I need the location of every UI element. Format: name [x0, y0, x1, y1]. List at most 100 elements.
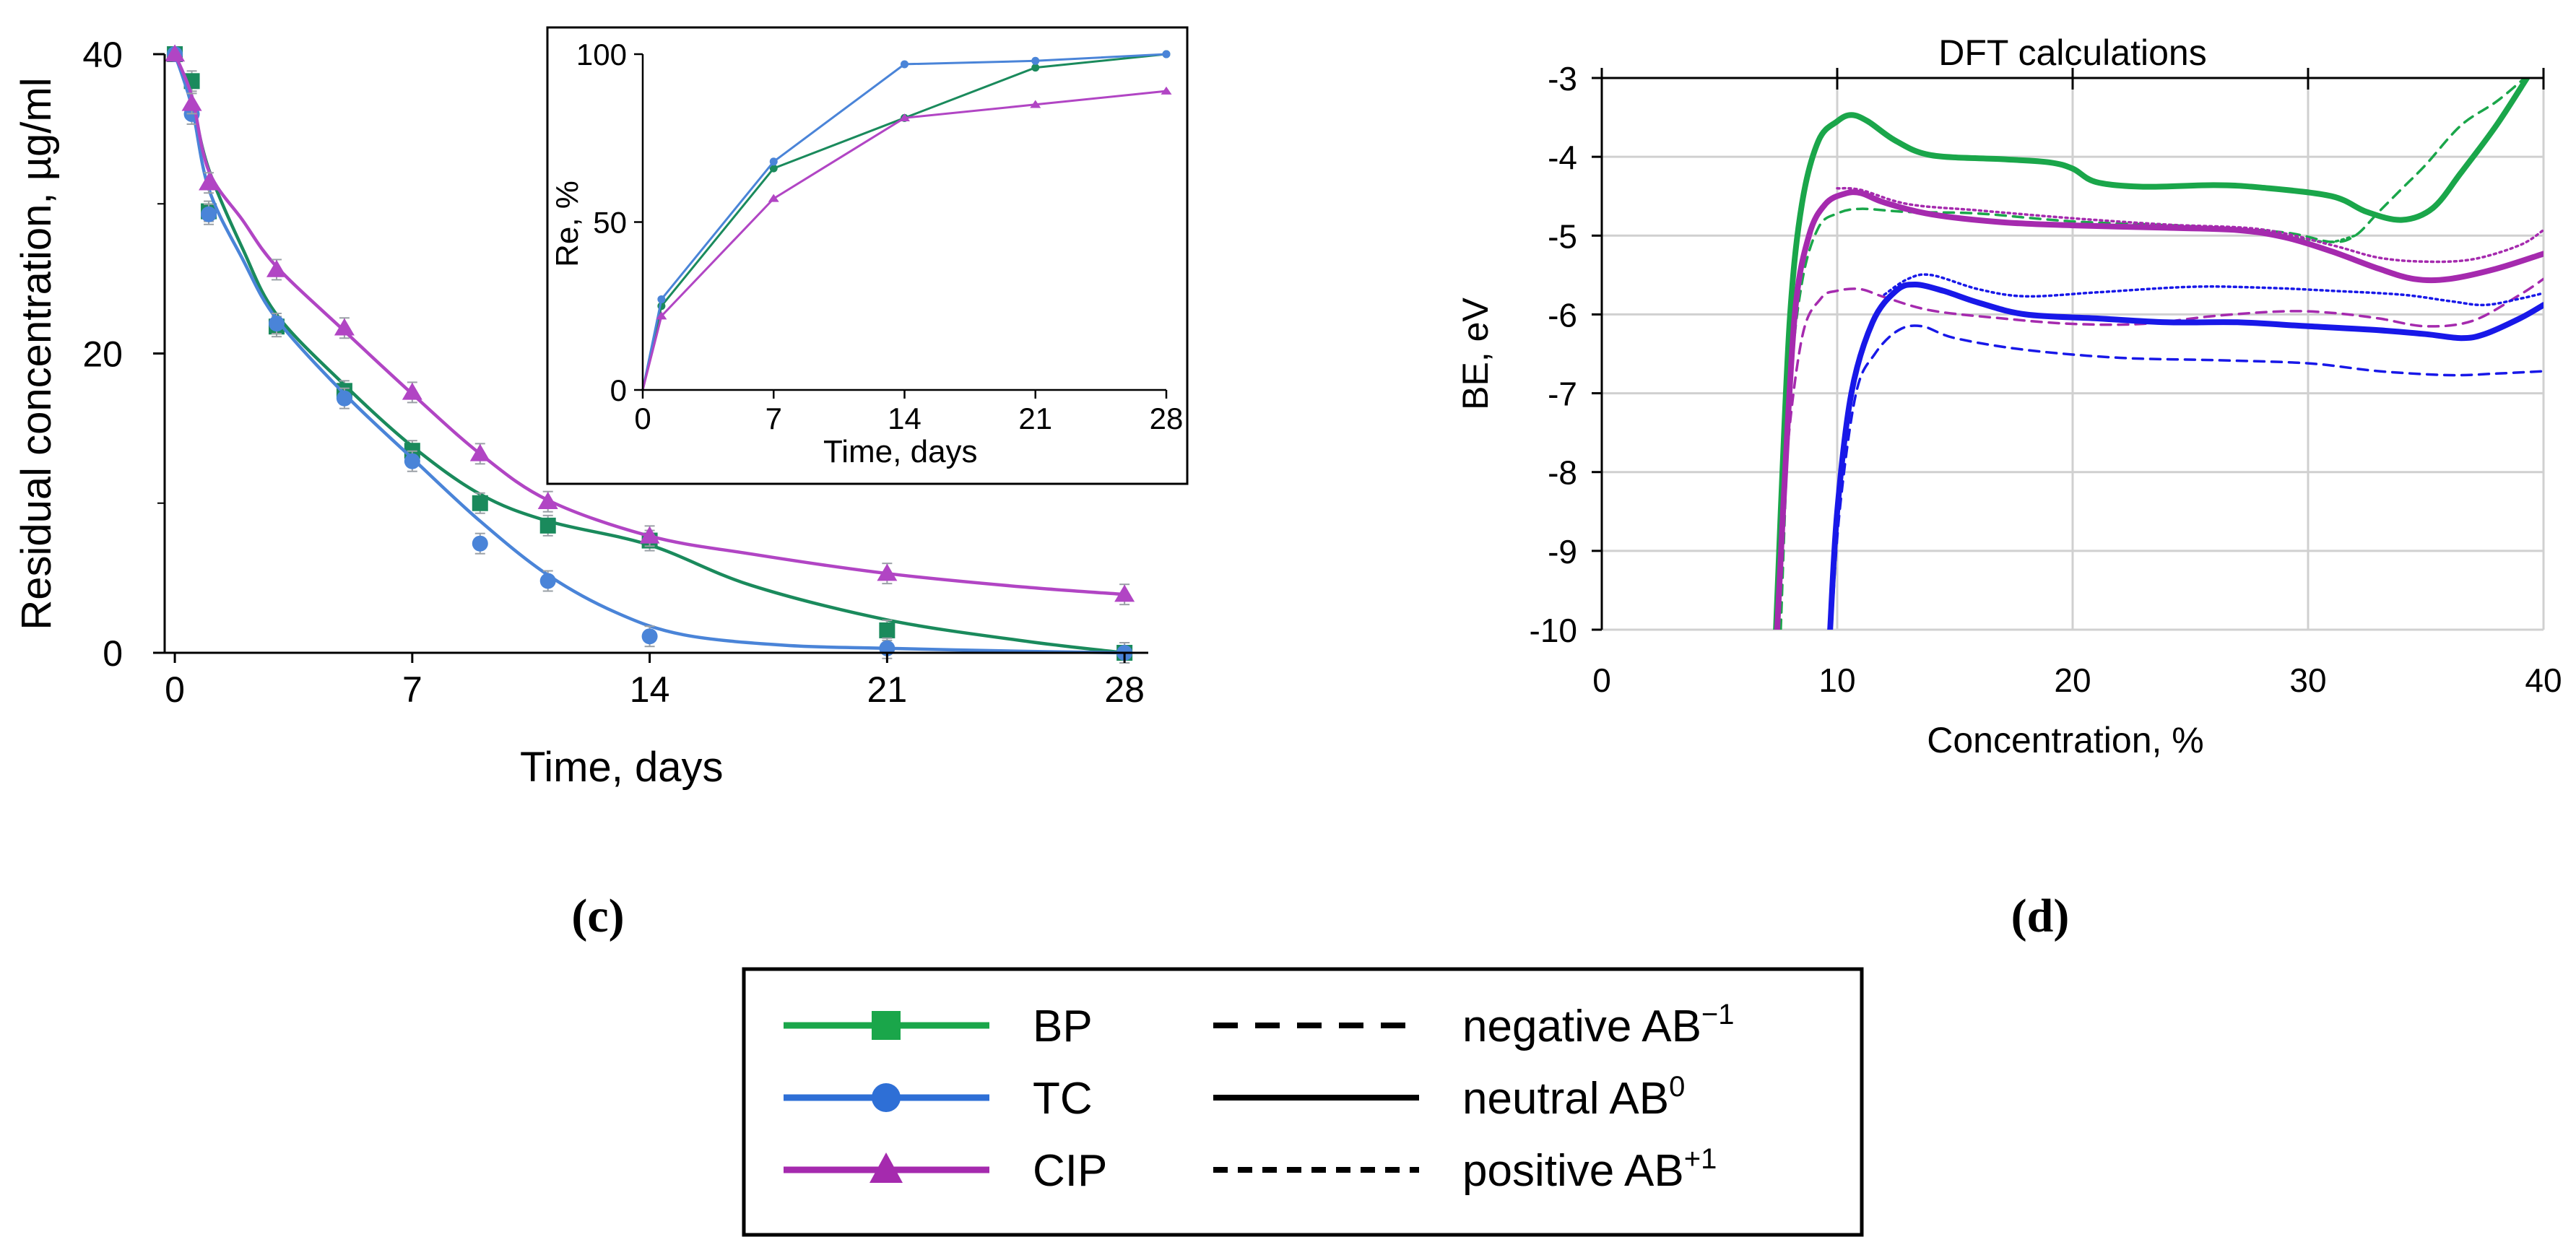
- point-cip: [181, 93, 202, 111]
- legend-style-label-longdash: negative AB−1: [1462, 999, 1735, 1051]
- curve-tc-positive-ab-1: [1883, 273, 2544, 307]
- x-tick-label: 7: [402, 669, 422, 710]
- inset-series-bp-line: [641, 53, 1167, 391]
- inset-x-axis-title: Time, days: [823, 434, 978, 469]
- point-cip: [266, 259, 287, 277]
- inset-data-layer: [641, 50, 1172, 391]
- curve-tc-neutral-ab0: [1827, 281, 2544, 630]
- inset-point-tc: [1031, 56, 1040, 65]
- inset-x-tick-label: 21: [1018, 402, 1052, 435]
- point-tc: [404, 453, 420, 469]
- panel-c-chart: 0 7 14 21 28 0 20 40 Time, days Residual concen…: [13, 35, 1148, 791]
- inset-x-tick-label: 7: [766, 402, 782, 435]
- y-tick-label: -7: [1548, 376, 1577, 413]
- curve-bp-neutral-ab0: [1773, 78, 2531, 630]
- legend-style-label-solid: neutral AB0: [1462, 1071, 1685, 1124]
- panel-d-title: DFT calculations: [1938, 32, 2206, 73]
- legend-label-tc: TC: [1033, 1074, 1093, 1124]
- point-cip: [402, 382, 422, 400]
- y-tick-label: -4: [1548, 139, 1577, 176]
- legend-label-bp: BP: [1033, 1002, 1093, 1051]
- inset-point-tc: [769, 157, 778, 166]
- legend-style-label-shortdash: positive AB+1: [1462, 1143, 1717, 1196]
- legend-superscript: 0: [1669, 1071, 1685, 1103]
- x-tick-label: 0: [165, 669, 185, 710]
- inset-point-cip: [1161, 86, 1172, 95]
- curve-cip-neutral-ab0: [1774, 189, 2544, 630]
- y-tick-label: -10: [1530, 612, 1577, 649]
- legend: BP TC CIP negative AB−1 neutral AB0 positive …: [742, 967, 1864, 1237]
- legend-superscript: −1: [1701, 999, 1735, 1030]
- inset-series-cip-line: [641, 90, 1167, 391]
- panel-c-data-layer: [165, 44, 1135, 664]
- y-tick-label: -6: [1548, 296, 1577, 334]
- point-cip: [877, 563, 898, 581]
- panel-d-x-axis-title: Concentration, %: [1927, 720, 2204, 760]
- inset-y-tick-label: 100: [576, 38, 627, 71]
- legend-superscript: +1: [1684, 1143, 1717, 1175]
- y-tick-label: -3: [1548, 60, 1577, 97]
- panel-d-chart: -10 -9 -8 -7 -6 -5 -4 -3 0 10 20 30 40 DFT calculati…: [1455, 32, 2562, 760]
- panel-d-label: (d): [2011, 890, 2070, 942]
- x-tick-label: 10: [1818, 661, 1855, 699]
- inset-series-tc-line: [641, 53, 1167, 391]
- point-bp: [879, 622, 895, 638]
- inset-point-bp: [1031, 64, 1040, 72]
- y-tick-label: 40: [82, 35, 123, 75]
- point-cip: [469, 443, 490, 461]
- inset-x-tick-label: 0: [634, 402, 651, 435]
- y-tick-label: -8: [1548, 454, 1577, 492]
- curve-tc-negative-ab-1: [1830, 324, 2544, 630]
- inset-point-cip: [656, 311, 667, 320]
- point-cip: [165, 44, 186, 62]
- inset-x-tick-label: 14: [888, 402, 921, 435]
- inset-x-tick-label: 28: [1150, 402, 1184, 435]
- inset-y-tick-label: 0: [610, 373, 627, 407]
- legend-marker-bp: [872, 1011, 901, 1040]
- panel-d-data-layer: [1773, 78, 2544, 630]
- x-tick-label: 0: [1592, 661, 1611, 699]
- inset-y-tick-label: 50: [593, 206, 627, 240]
- point-cip: [199, 173, 220, 191]
- legend-label-cip: CIP: [1033, 1146, 1107, 1196]
- x-tick-label: 40: [2525, 661, 2562, 699]
- point-bp: [539, 517, 556, 534]
- y-tick-label: -9: [1548, 533, 1577, 570]
- curve-bp-negative-ab-1: [1779, 78, 2526, 630]
- panel-c-ticks: 0 7 14 21 28 0 20 40: [82, 35, 1145, 710]
- panel-c-inset: 0 7 14 21 28 0 50 100 Time, days Re, %: [546, 26, 1189, 485]
- inset-point-cip: [768, 194, 779, 202]
- x-tick-label: 14: [630, 669, 670, 710]
- panel-c-x-axis-title: Time, days: [520, 744, 723, 791]
- y-tick-label: -5: [1548, 217, 1577, 255]
- y-tick-label: 20: [82, 334, 123, 375]
- x-tick-label: 30: [2289, 661, 2326, 699]
- inset-point-cip: [899, 113, 910, 122]
- inset-frame: [546, 26, 1189, 485]
- point-cip: [537, 491, 558, 509]
- legend-frame: [742, 967, 1864, 1237]
- inset-point-tc: [901, 60, 908, 69]
- point-cip: [1114, 584, 1135, 602]
- point-cip: [334, 318, 355, 336]
- inset-point-tc: [1162, 50, 1171, 58]
- panel-d-ticks: -10 -9 -8 -7 -6 -5 -4 -3 0 10 20 30 40: [1530, 60, 2562, 699]
- point-tc: [201, 206, 217, 222]
- point-tc: [268, 316, 285, 332]
- point-tc: [539, 573, 556, 589]
- inset-y-axis-title: Re, %: [550, 181, 585, 267]
- x-tick-label: 20: [2054, 661, 2091, 699]
- y-tick-label: 0: [103, 633, 123, 674]
- curve-cip-negative-ab-1: [1777, 277, 2544, 630]
- curve-cip-positive-ab-1: [1836, 186, 2544, 264]
- panel-c-y-axis-title: Residual concentration, µg/ml: [13, 77, 60, 630]
- inset-point-bp: [769, 164, 778, 173]
- inset-ticks: 0 7 14 21 28 0 50 100: [576, 38, 1183, 435]
- panel-d-y-axis-title: BE, eV: [1455, 298, 1496, 410]
- legend-marker-tc: [872, 1083, 901, 1112]
- legend-marker-cip: [869, 1153, 903, 1183]
- point-bp: [472, 495, 488, 511]
- panel-c-label: (c): [571, 890, 624, 942]
- x-tick-label: 21: [867, 669, 908, 710]
